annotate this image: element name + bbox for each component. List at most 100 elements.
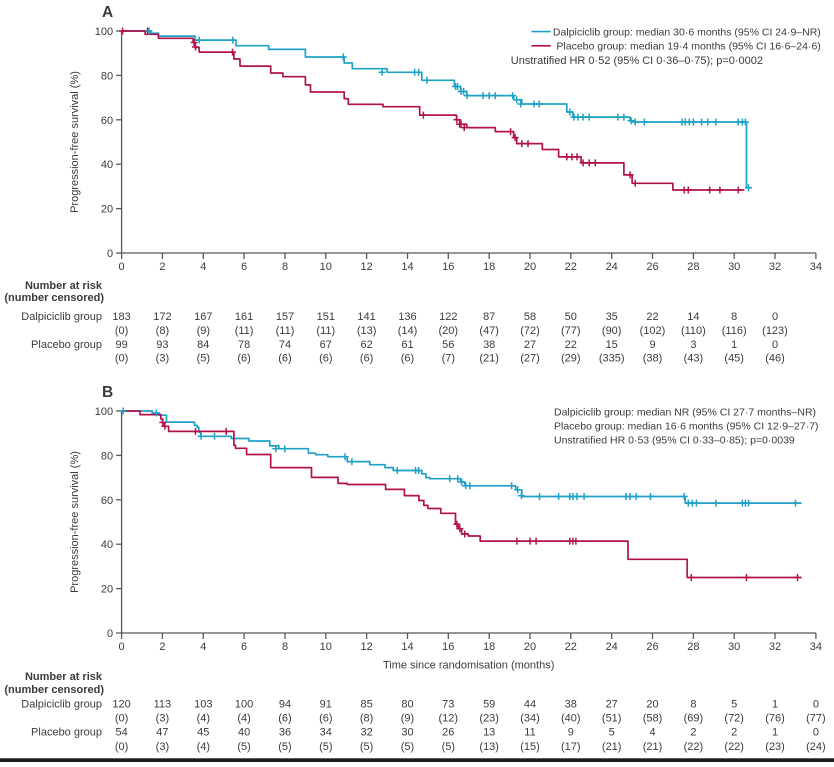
svg-text:8: 8	[731, 311, 737, 323]
svg-text:(6): (6)	[401, 353, 414, 365]
svg-text:Unstratified HR 0·53 (95% CI 0: Unstratified HR 0·53 (95% CI 0·33–0·85);…	[554, 435, 795, 447]
svg-text:13: 13	[483, 727, 495, 739]
svg-text:80: 80	[101, 450, 113, 462]
svg-text:(43): (43)	[684, 353, 704, 365]
svg-text:(40): (40)	[561, 713, 581, 725]
svg-text:40: 40	[101, 539, 113, 551]
svg-text:28: 28	[687, 641, 699, 653]
svg-text:(90): (90)	[602, 325, 622, 337]
svg-text:85: 85	[360, 699, 372, 711]
svg-text:103: 103	[194, 699, 212, 711]
svg-text:58: 58	[524, 311, 536, 323]
svg-text:0: 0	[772, 311, 778, 323]
svg-text:38: 38	[483, 339, 495, 351]
svg-text:(335): (335)	[599, 353, 625, 365]
svg-text:100: 100	[95, 406, 113, 418]
svg-text:40: 40	[101, 159, 113, 171]
svg-text:5: 5	[609, 727, 615, 739]
svg-text:(6): (6)	[278, 713, 291, 725]
svg-text:12: 12	[360, 641, 372, 653]
svg-text:172: 172	[153, 311, 171, 323]
svg-text:(116): (116)	[722, 325, 747, 337]
svg-text:(22): (22)	[684, 741, 704, 753]
svg-text:Time since randomisation (mont: Time since randomisation (months)	[383, 660, 554, 672]
svg-text:2: 2	[159, 261, 165, 273]
svg-text:Placebo group: median 19·4 mon: Placebo group: median 19·4 months (95% C…	[556, 41, 820, 53]
svg-text:(11): (11)	[316, 325, 335, 337]
svg-text:40: 40	[238, 727, 250, 739]
svg-text:(3): (3)	[156, 353, 169, 365]
svg-text:22: 22	[565, 641, 577, 653]
svg-text:30: 30	[728, 261, 740, 273]
svg-text:(4): (4)	[197, 713, 210, 725]
svg-text:32: 32	[360, 727, 372, 739]
svg-text:(4): (4)	[197, 741, 210, 753]
svg-text:0: 0	[107, 248, 113, 260]
svg-text:B: B	[102, 384, 113, 401]
svg-text:28: 28	[687, 261, 699, 273]
svg-text:0: 0	[772, 339, 778, 351]
svg-text:14: 14	[687, 311, 699, 323]
svg-text:18: 18	[483, 261, 495, 273]
svg-text:(21): (21)	[602, 741, 622, 753]
svg-text:1: 1	[731, 339, 737, 351]
svg-text:3: 3	[690, 339, 696, 351]
svg-text:Progression-free survival (%): Progression-free survival (%)	[69, 71, 81, 213]
svg-text:(11): (11)	[235, 325, 254, 337]
svg-text:0: 0	[107, 628, 113, 640]
svg-text:59: 59	[483, 699, 495, 711]
svg-text:10: 10	[320, 261, 332, 273]
svg-text:(27): (27)	[520, 353, 540, 365]
svg-text:Number at risk: Number at risk	[25, 280, 103, 292]
svg-text:(77): (77)	[561, 325, 581, 337]
svg-text:94: 94	[279, 699, 291, 711]
svg-text:(6): (6)	[319, 353, 332, 365]
svg-text:(23): (23)	[765, 741, 785, 753]
svg-text:(24): (24)	[806, 741, 826, 753]
svg-text:(7): (7)	[442, 353, 455, 365]
svg-text:(34): (34)	[520, 713, 540, 725]
svg-text:22: 22	[646, 311, 658, 323]
svg-text:122: 122	[439, 311, 457, 323]
svg-text:12: 12	[360, 261, 372, 273]
svg-text:34: 34	[810, 641, 822, 653]
svg-text:15: 15	[606, 339, 618, 351]
svg-text:45: 45	[197, 727, 209, 739]
svg-text:6: 6	[241, 641, 247, 653]
svg-text:4: 4	[200, 261, 206, 273]
svg-text:26: 26	[646, 641, 658, 653]
svg-text:151: 151	[317, 311, 335, 323]
svg-text:38: 38	[565, 699, 577, 711]
svg-text:(number censored): (number censored)	[4, 292, 104, 304]
svg-text:(9): (9)	[197, 325, 210, 337]
svg-text:(12): (12)	[439, 713, 459, 725]
svg-text:5: 5	[731, 699, 737, 711]
svg-text:(0): (0)	[115, 741, 128, 753]
svg-text:26: 26	[646, 261, 658, 273]
svg-text:20: 20	[101, 204, 113, 216]
svg-text:61: 61	[401, 339, 413, 351]
svg-text:22: 22	[565, 339, 577, 351]
svg-text:73: 73	[442, 699, 454, 711]
svg-text:Placebo group: Placebo group	[31, 727, 102, 739]
svg-text:(9): (9)	[401, 713, 414, 725]
svg-text:93: 93	[156, 339, 168, 351]
svg-text:10: 10	[320, 641, 332, 653]
svg-text:(72): (72)	[724, 713, 744, 725]
svg-text:(17): (17)	[561, 741, 581, 753]
svg-text:84: 84	[197, 339, 209, 351]
svg-text:(13): (13)	[479, 741, 499, 753]
svg-text:161: 161	[235, 311, 253, 323]
svg-text:27: 27	[606, 699, 618, 711]
svg-text:(6): (6)	[360, 353, 373, 365]
svg-text:20: 20	[646, 699, 658, 711]
svg-text:100: 100	[95, 26, 113, 38]
svg-text:60: 60	[101, 495, 113, 507]
svg-text:24: 24	[606, 641, 618, 653]
svg-text:Dalpiciclib group: median 30·6: Dalpiciclib group: median 30·6 months (9…	[553, 26, 821, 38]
svg-text:11: 11	[524, 727, 535, 739]
svg-text:50: 50	[565, 311, 577, 323]
svg-text:(29): (29)	[561, 353, 581, 365]
svg-text:24: 24	[606, 261, 618, 273]
svg-text:(51): (51)	[602, 713, 622, 725]
